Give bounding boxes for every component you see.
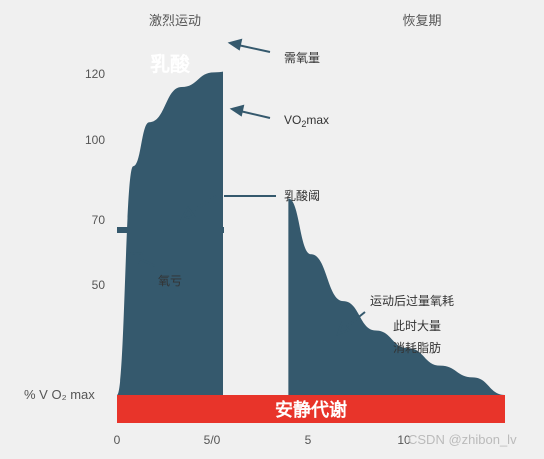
arrow-threshold-head — [180, 206, 196, 221]
vo2max-suffix: max — [306, 113, 329, 127]
lactic-acid-label: 乳酸 — [150, 52, 191, 76]
y-tick-label: 100 — [85, 133, 105, 147]
oxygen-deficit-area — [117, 43, 289, 395]
watermark: CSDN @zhibon_lv — [408, 432, 517, 447]
label-vo2max: VO2max — [284, 113, 329, 129]
lactate-threshold-line — [117, 227, 224, 233]
x-tick-label: 5/0 — [204, 433, 221, 447]
arrow-vo2max — [239, 110, 271, 119]
arrow-epoc — [344, 311, 366, 329]
x-tick-label: 5 — [305, 433, 312, 447]
arrow-demand — [237, 44, 271, 53]
annotation-arrows — [127, 38, 366, 336]
arrow-vo2max-head — [229, 104, 245, 117]
arrow-deficit-head — [127, 251, 144, 264]
arrow-epoc-head — [336, 321, 351, 336]
phase-label-exercise: 激烈运动 — [149, 13, 201, 28]
y-axis-label: % V O₂ max — [24, 387, 95, 402]
resting-metabolism-label: 安静代谢 — [275, 399, 347, 420]
vo2max-text: VO — [284, 113, 301, 127]
arrow-deficit — [137, 257, 156, 267]
resting-metabolism-bar — [117, 395, 505, 423]
label-epoc-2: 此时大量 — [393, 319, 441, 333]
arrow-demand-head — [227, 38, 243, 51]
label-epoc-3: 消耗脂肪 — [393, 340, 441, 355]
phase-label-recovery: 恢复期 — [402, 13, 441, 28]
vo2max-subscript: 2 — [301, 119, 306, 129]
y-tick-label: 120 — [85, 67, 105, 81]
label-oxygen-demand: 需氧量 — [284, 51, 320, 65]
x-tick-label: 0 — [114, 433, 121, 447]
epoc-area — [288, 198, 505, 395]
y-tick-label: 50 — [92, 278, 106, 292]
x-tick-label: 10 — [397, 433, 411, 447]
label-oxygen-deficit: 氧亏 — [158, 274, 182, 288]
label-lactate-threshold: 乳酸阈 — [284, 188, 320, 203]
y-tick-label: 70 — [92, 213, 106, 227]
arrow-threshold-2 — [189, 195, 217, 214]
label-epoc-1: 运动后过量氧耗 — [370, 294, 454, 308]
